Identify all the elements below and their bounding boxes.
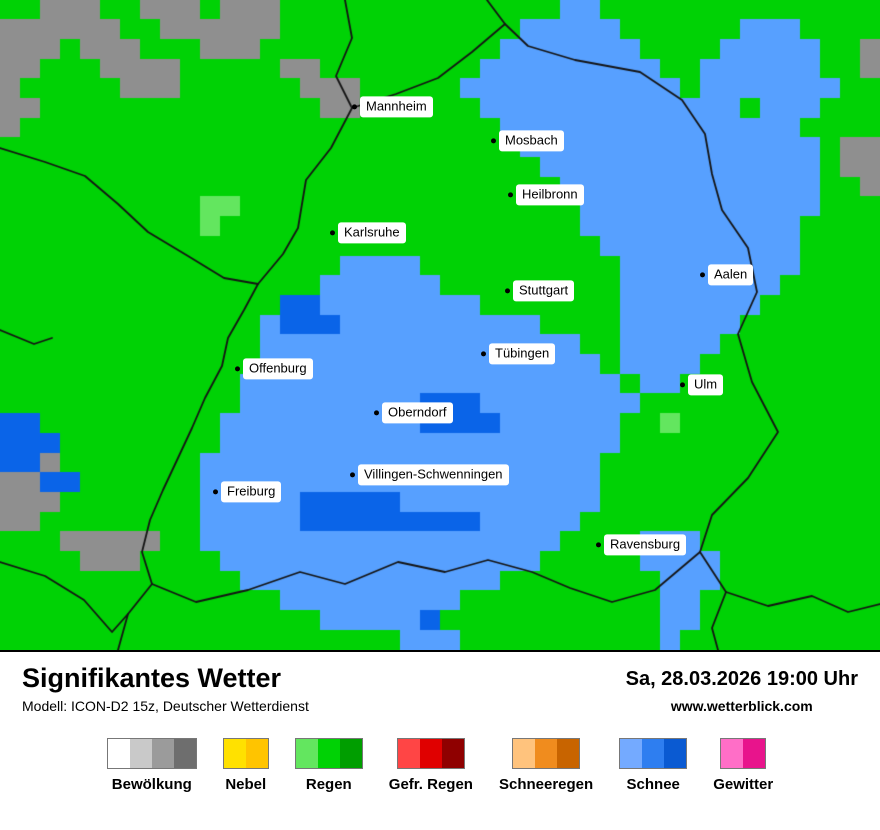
city-label: Stuttgart [513,280,575,302]
city-label: Ravensburg [604,534,687,556]
legend-group: Nebel [222,738,269,793]
city-marker: Karlsruhe [330,222,406,244]
legend-swatch-cell [557,739,580,768]
city-label: Karlsruhe [338,222,406,244]
city-marker: Stuttgart [505,280,575,302]
city-marker: Mosbach [491,130,564,152]
weather-map: Mannheim Mosbach Heilbronn Karlsruhe Stuttga… [0,0,880,652]
city-label: Tübingen [489,343,556,365]
city-marker: Freiburg [213,481,282,503]
city-marker: Ulm [680,374,724,396]
city-dot-icon [330,230,335,236]
city-dot-icon [481,351,486,357]
header-row: Signifikantes Wetter Modell: ICON-D2 15z… [0,652,880,714]
legend-swatch-cell [317,739,340,768]
legend-group: Schneeregen [499,738,593,793]
city-dot-icon [235,366,240,372]
city-label: Ulm [688,374,724,396]
city-marker: Aalen [700,264,754,286]
legend-swatch [294,738,363,769]
forecast-datetime: Sa, 28.03.2026 19:00 Uhr [625,668,858,690]
legend-swatch-cell [397,739,420,768]
header-left: Signifikantes Wetter Modell: ICON-D2 15z… [22,663,309,714]
city-marker: Villingen-Schwenningen [350,464,509,486]
city-marker: Tübingen [481,343,556,365]
legend-label: Regen [305,776,352,793]
info-panel: Signifikantes Wetter Modell: ICON-D2 15z… [0,652,880,830]
model-info: Modell: ICON-D2 15z, Deutscher Wetterdie… [22,697,309,714]
city-dot-icon [213,489,218,495]
city-marker: Ravensburg [596,534,687,556]
city-dot-icon [700,272,705,278]
legend-swatch-cell [642,739,665,768]
legend-swatch-cell [513,739,536,768]
city-dot-icon [680,382,685,388]
city-dot-icon [508,192,513,198]
legend-label: Bewölkung [111,776,192,793]
legend-label: Nebel [225,776,267,793]
weather-raster-canvas [0,0,880,650]
legend-swatch-cell [743,739,766,768]
city-marker: Offenburg [235,358,313,380]
legend-swatch-cell [535,739,558,768]
legend-swatch-cell [664,739,687,768]
legend-swatch [396,738,465,769]
city-label: Heilbronn [516,184,584,206]
legend-group: Gefr. Regen [389,738,473,793]
legend-swatch [222,738,269,769]
city-marker: Heilbronn [508,184,584,206]
city-dot-icon [491,138,496,144]
city-marker: Mannheim [352,96,433,118]
city-label: Villingen-Schwenningen [358,464,509,486]
legend-swatch-cell [419,739,442,768]
city-dot-icon [596,542,601,548]
legend-swatch [720,738,767,769]
city-dot-icon [350,472,355,478]
legend-swatch-cell [441,739,464,768]
legend-swatch-cell [129,739,152,768]
legend-swatch-cell [223,739,246,768]
legend-swatch-cell [295,739,318,768]
city-marker: Oberndorf [374,402,453,424]
legend-group: Schnee [619,738,688,793]
legend-swatch [619,738,688,769]
legend-swatch-cell [107,739,130,768]
page-title: Signifikantes Wetter [22,663,282,693]
website-url: www.wetterblick.com [670,698,813,714]
city-label: Freiburg [221,481,282,503]
legend-label: Gewitter [713,776,774,793]
legend-label: Schnee [626,776,680,793]
legend-swatch-cell [173,739,196,768]
legend-label: Gefr. Regen [388,776,473,793]
legend: Bewölkung Nebel Regen Gefr. Regen Schneerege… [0,738,880,793]
legend-group: Bewölkung [106,738,197,793]
city-markers-layer: Mannheim Mosbach Heilbronn Karlsruhe Stuttga… [213,96,754,556]
legend-swatch-cell [245,739,268,768]
legend-swatch [106,738,197,769]
city-label: Mosbach [499,130,564,152]
city-label: Offenburg [243,358,313,380]
city-label: Mannheim [360,96,433,118]
legend-swatch-cell [721,739,744,768]
legend-swatch-cell [151,739,174,768]
legend-swatch [512,738,581,769]
city-label: Aalen [708,264,754,286]
legend-group: Regen [294,738,363,793]
city-dot-icon [505,288,510,294]
legend-swatch-cell [620,739,643,768]
legend-swatch-cell [339,739,362,768]
header-right: Sa, 28.03.2026 19:00 Uhr www.wetterblick… [626,664,858,714]
city-label: Oberndorf [382,402,453,424]
city-dot-icon [374,410,379,416]
city-dot-icon [352,104,357,110]
legend-group: Gewitter [713,738,773,793]
legend-label: Schneeregen [498,776,594,793]
